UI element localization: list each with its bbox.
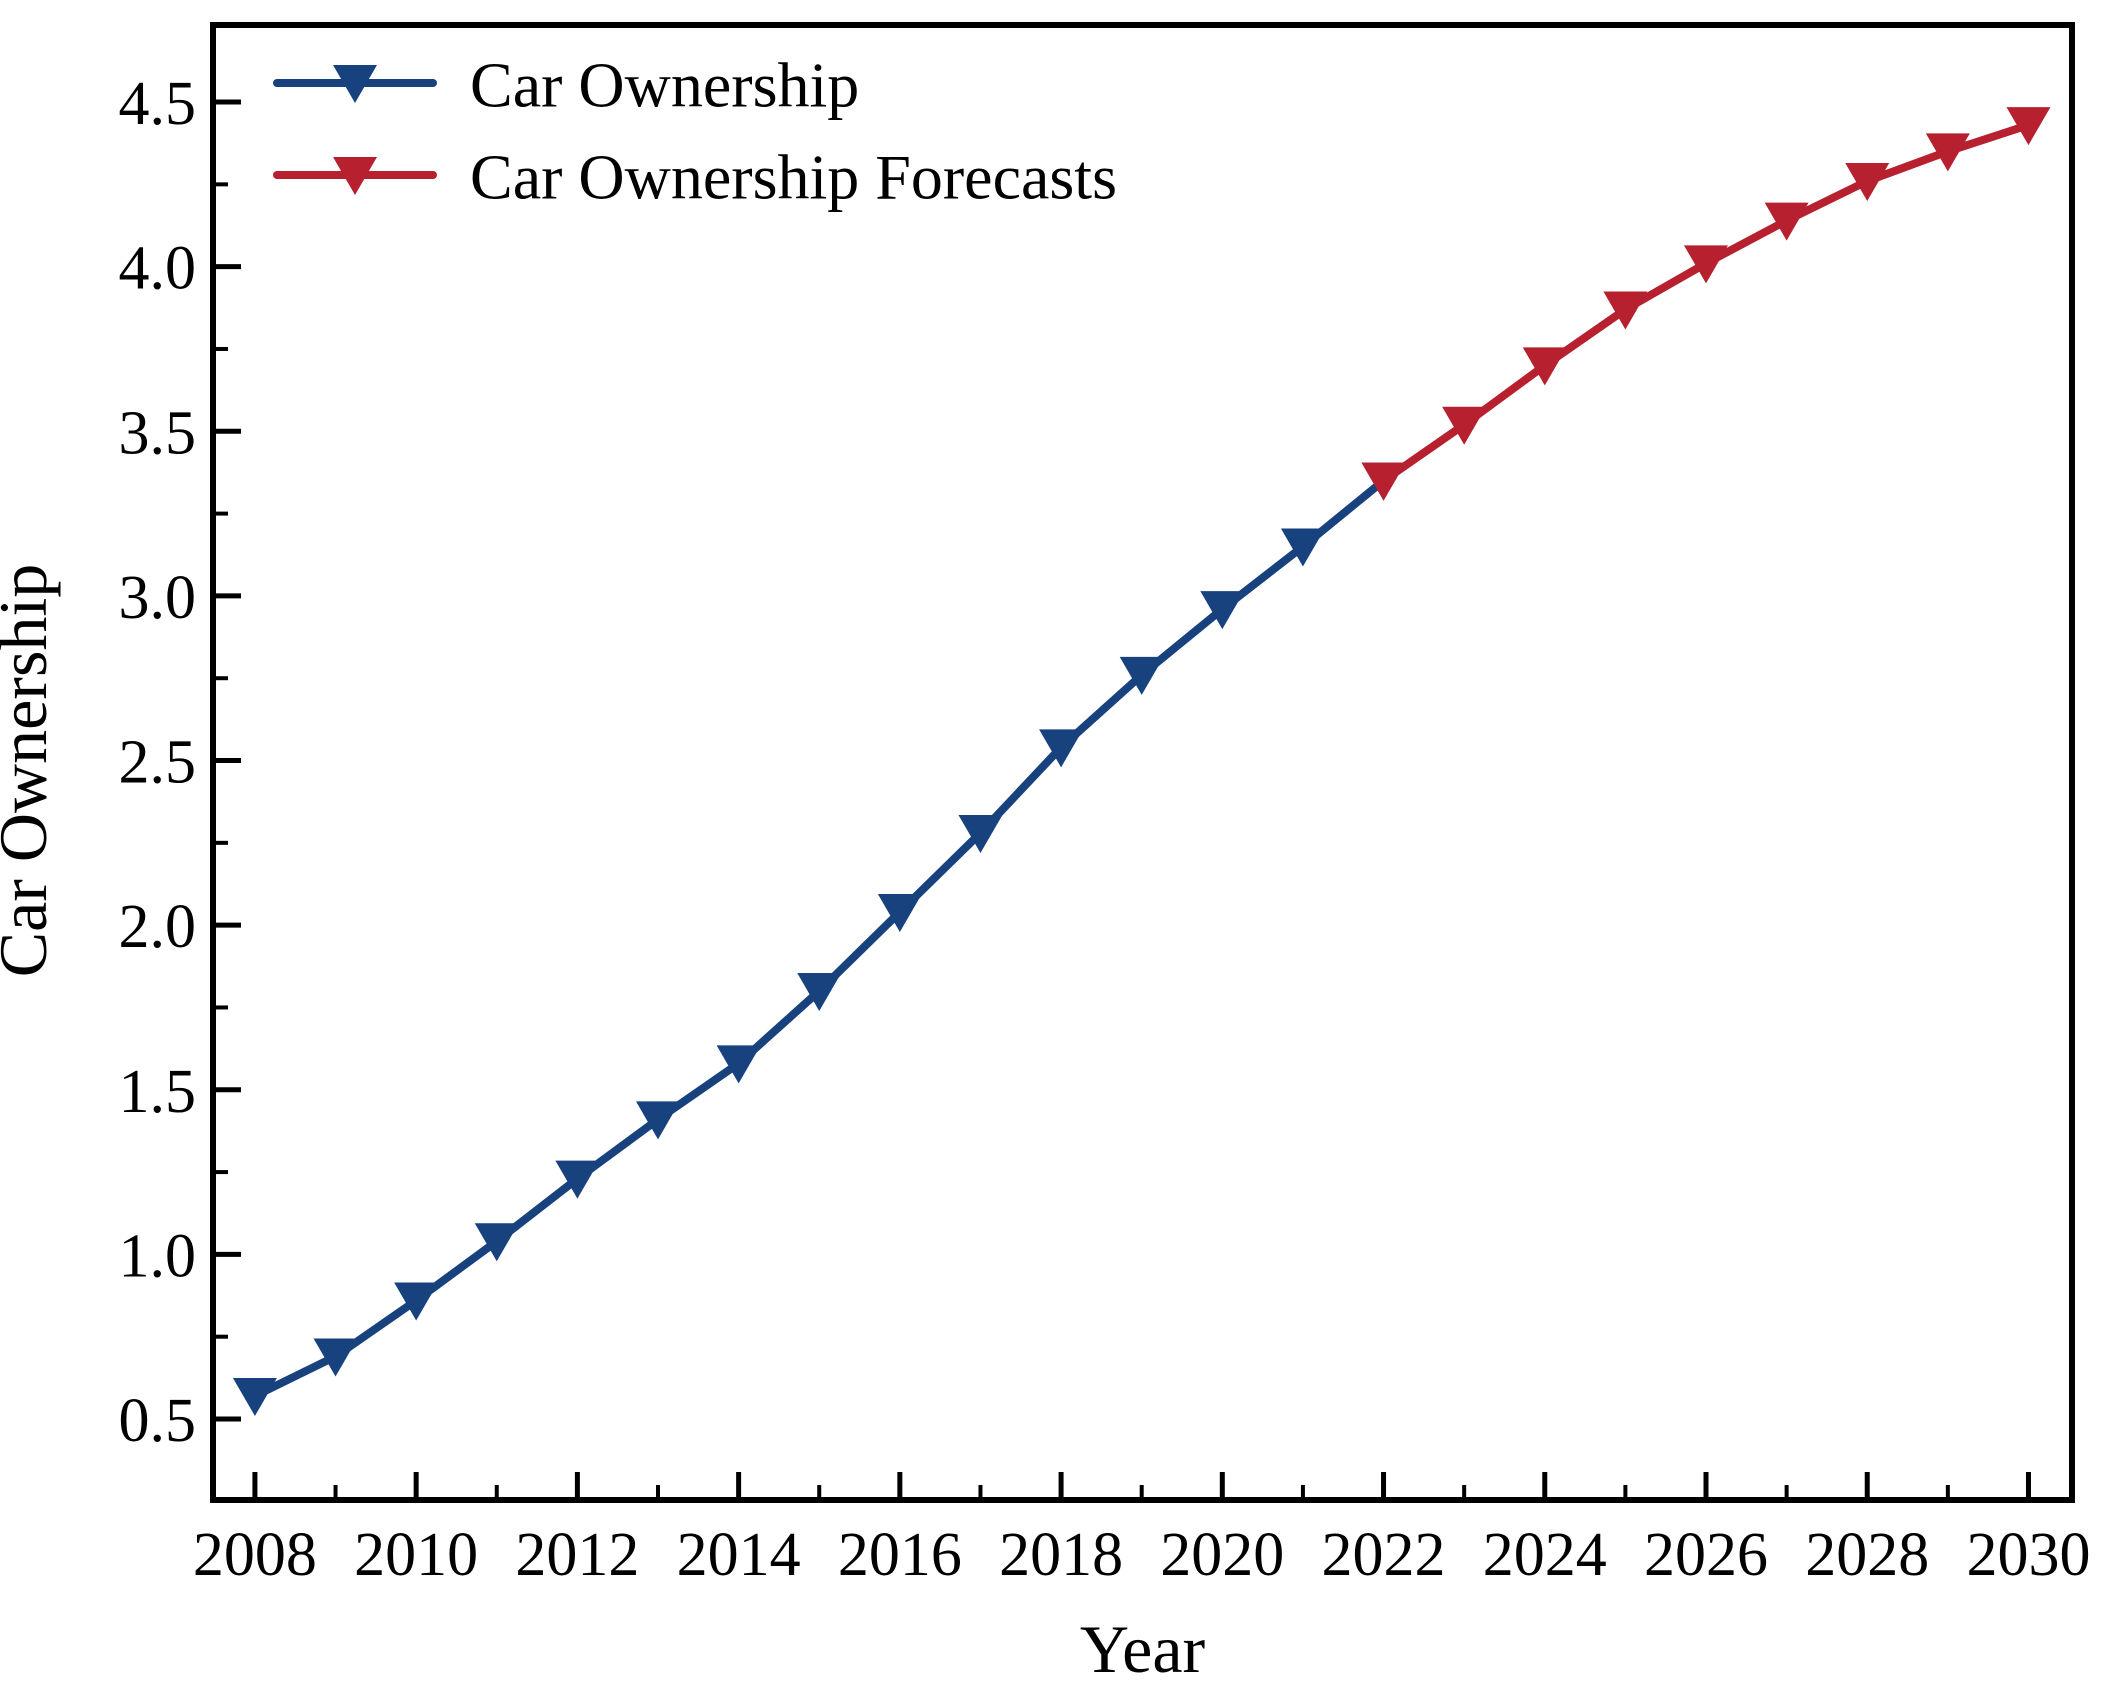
- series-0-marker: [958, 814, 1003, 853]
- x-axis-tick-label: 2020: [1160, 1521, 1284, 1589]
- x-axis-tick-label: 2024: [1483, 1521, 1607, 1589]
- legend-label-1: Car Ownership Forecasts: [470, 142, 1117, 213]
- y-axis-tick-label: 1.5: [119, 1058, 197, 1126]
- series-0-marker: [1119, 656, 1164, 695]
- series-0-marker: [877, 893, 922, 932]
- legend-label-0: Car Ownership: [470, 50, 859, 121]
- series-1-marker: [1361, 462, 1406, 501]
- series-0-marker: [635, 1101, 680, 1140]
- series-1-marker: [1603, 291, 1648, 330]
- series-1-marker: [1845, 163, 1890, 202]
- y-axis-tick-label: 1.0: [119, 1222, 197, 1290]
- x-axis-tick-label: 2028: [1805, 1521, 1929, 1589]
- x-axis-tick-label: 2012: [515, 1521, 639, 1589]
- x-axis-tick-label: 2018: [999, 1521, 1123, 1589]
- plot-border: [210, 22, 2075, 1503]
- series-0-marker: [797, 972, 842, 1011]
- x-axis-tick-label: 2014: [677, 1521, 801, 1589]
- y-axis-title: Car Ownership: [0, 564, 61, 978]
- series-line-1: [1379, 121, 2033, 485]
- x-axis-tick-label: 2022: [1322, 1521, 1446, 1589]
- y-axis-tick-label: 2.0: [119, 893, 197, 961]
- y-axis-tick-label: 0.5: [119, 1387, 197, 1455]
- y-axis-tick-label: 2.5: [119, 729, 197, 797]
- y-axis-tick-label: 4.0: [119, 235, 197, 303]
- legend-marker-1: [333, 157, 377, 195]
- series-0-marker: [313, 1338, 358, 1377]
- series-0-marker: [1280, 528, 1325, 567]
- legend-marker-0: [333, 65, 377, 103]
- series-line-0: [250, 476, 1388, 1400]
- x-axis-tick-label: 2010: [354, 1521, 478, 1589]
- series-0-marker: [716, 1045, 761, 1084]
- series-0-marker: [232, 1377, 277, 1416]
- x-axis-tick-label: 2030: [1966, 1521, 2090, 1589]
- x-axis-tick-label: 2026: [1644, 1521, 1768, 1589]
- series-1-marker: [1925, 133, 1970, 172]
- y-axis-tick-label: 3.5: [119, 399, 197, 467]
- series-1-marker: [1442, 406, 1487, 445]
- x-axis-tick-label: 2008: [193, 1521, 317, 1589]
- series-0-marker: [555, 1160, 600, 1199]
- x-axis-tick-label: 2016: [838, 1521, 962, 1589]
- series-0-marker: [394, 1282, 439, 1321]
- series-0-marker: [1039, 729, 1084, 768]
- series-1-marker: [2006, 107, 2051, 146]
- series-1-marker: [1764, 202, 1809, 241]
- y-axis-tick-label: 3.0: [119, 564, 197, 632]
- series-1-marker: [1684, 245, 1729, 284]
- x-axis-title: Year: [1080, 1611, 1206, 1687]
- series-0-marker: [474, 1223, 519, 1262]
- y-axis-tick-label: 4.5: [119, 70, 197, 138]
- series-1-marker: [1522, 347, 1567, 386]
- series-0-marker: [1200, 591, 1245, 630]
